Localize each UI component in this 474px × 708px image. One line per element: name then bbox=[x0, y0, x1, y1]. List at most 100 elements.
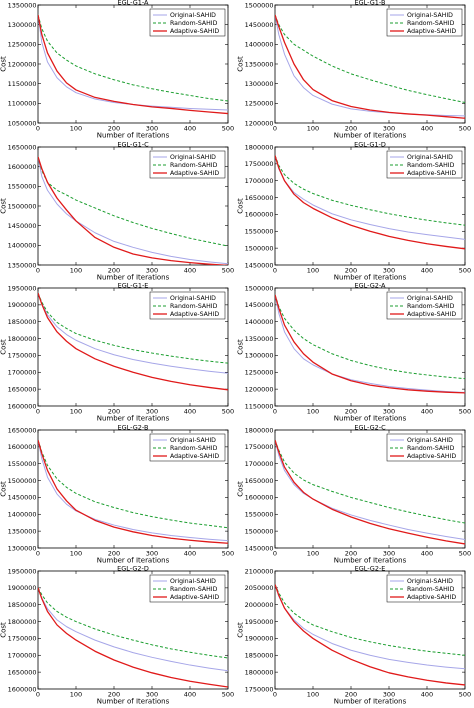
legend-label: Random-SAHID bbox=[407, 20, 455, 27]
y-tick-label: 1150000 bbox=[245, 402, 274, 410]
x-tick-label: 500 bbox=[222, 691, 234, 699]
x-tick-label: 0 bbox=[36, 549, 40, 557]
y-tick-label: 1750000 bbox=[245, 686, 274, 694]
y-tick-label: 1600000 bbox=[245, 210, 274, 218]
x-tick-label: 200 bbox=[108, 266, 120, 274]
x-tick-label: 100 bbox=[307, 408, 319, 416]
y-tick-label: 1900000 bbox=[8, 301, 37, 309]
chart-panel: 0 100 200 300 400 500 1150000 1200000 1250000 130… bbox=[237, 283, 474, 425]
y-tick-label: 1400000 bbox=[8, 510, 37, 518]
chart-panel: 0 100 200 300 400 500 1600000 1650000 1700000 175… bbox=[0, 283, 237, 425]
y-tick-label: 1350000 bbox=[8, 261, 37, 269]
y-tick-label: 1050000 bbox=[8, 119, 37, 127]
x-tick-label: 400 bbox=[421, 124, 433, 132]
chart-title: EGL-G2-D bbox=[117, 566, 149, 572]
chart-svg: 0 100 200 300 400 500 1200000 1250000 1300000 135… bbox=[237, 0, 471, 139]
y-axis-label: Cost bbox=[237, 339, 245, 355]
x-tick-label: 500 bbox=[459, 124, 471, 132]
x-tick-label: 200 bbox=[108, 124, 120, 132]
chart-svg: 0 100 200 300 400 500 1450000 1500000 1550000 160… bbox=[237, 142, 471, 281]
legend-label: Adaptive-SAHID bbox=[170, 453, 219, 460]
legend-label: Adaptive-SAHID bbox=[407, 595, 456, 602]
y-tick-label: 2050000 bbox=[245, 585, 274, 593]
y-tick-label: 1650000 bbox=[8, 426, 37, 434]
y-tick-label: 1650000 bbox=[8, 386, 37, 394]
chart-panel: 0 100 200 300 400 500 1200000 1250000 1300000 135… bbox=[237, 0, 474, 142]
plot-frame bbox=[37, 429, 229, 549]
y-tick-label: 1350000 bbox=[8, 1, 37, 9]
chart-panel: 0 100 200 300 400 500 1350000 1400000 1450000 150… bbox=[0, 142, 237, 284]
series-line-adaptive-sahid bbox=[38, 14, 228, 115]
y-tick-label: 1600000 bbox=[245, 494, 274, 502]
legend-label: Random-SAHID bbox=[407, 587, 455, 594]
x-tick-label: 300 bbox=[383, 408, 395, 416]
x-tick-label: 300 bbox=[146, 549, 158, 557]
series-line-adaptive-sahid bbox=[38, 439, 228, 544]
series-line-original-sahid bbox=[38, 588, 228, 672]
y-tick-label: 1950000 bbox=[8, 568, 37, 576]
x-tick-label: 500 bbox=[459, 408, 471, 416]
y-tick-label: 1800000 bbox=[245, 426, 274, 434]
series-line-random-sahid bbox=[38, 588, 228, 659]
legend-label: Original-SAHID bbox=[407, 579, 453, 586]
x-tick-label: 400 bbox=[184, 408, 196, 416]
series-line-adaptive-sahid bbox=[38, 156, 228, 265]
y-axis-label: Cost bbox=[237, 198, 245, 214]
legend-label: Original-SAHID bbox=[170, 295, 216, 302]
y-tick-label: 1800000 bbox=[8, 618, 37, 626]
chart-title: EGL-G2-A bbox=[355, 283, 387, 289]
y-tick-label: 1400000 bbox=[245, 41, 274, 49]
x-tick-label: 400 bbox=[421, 266, 433, 274]
y-tick-label: 1600000 bbox=[8, 402, 37, 410]
y-tick-label: 1750000 bbox=[245, 443, 274, 451]
x-tick-label: 0 bbox=[273, 124, 277, 132]
x-axis-label: Number of Iterations bbox=[334, 556, 407, 564]
y-tick-label: 1150000 bbox=[8, 80, 37, 88]
x-tick-label: 100 bbox=[307, 549, 319, 557]
y-tick-label: 1550000 bbox=[8, 182, 37, 190]
y-tick-label: 1800000 bbox=[245, 669, 274, 677]
chart-panel: 0 100 200 300 400 500 1600000 1650000 1700000 175… bbox=[0, 566, 237, 708]
x-tick-label: 400 bbox=[421, 549, 433, 557]
y-tick-label: 1850000 bbox=[8, 318, 37, 326]
chart-svg: 0 100 200 300 400 500 1300000 1350000 1400000 145… bbox=[0, 425, 234, 564]
chart-svg: 0 100 200 300 400 500 1600000 1650000 1700000 175… bbox=[0, 283, 234, 422]
series-line-random-sahid bbox=[38, 293, 228, 364]
legend-label: Adaptive-SAHID bbox=[407, 28, 456, 35]
y-tick-label: 1450000 bbox=[245, 21, 274, 29]
y-tick-label: 1300000 bbox=[8, 21, 37, 29]
legend-label: Original-SAHID bbox=[407, 437, 453, 444]
y-axis-label: Cost bbox=[237, 56, 245, 72]
y-tick-label: 1650000 bbox=[245, 193, 274, 201]
y-tick-label: 1300000 bbox=[245, 352, 274, 360]
chart-title: EGL-G1-C bbox=[117, 142, 149, 148]
x-tick-label: 500 bbox=[459, 549, 471, 557]
chart-panel: 0 100 200 300 400 500 1300000 1350000 1400000 145… bbox=[0, 425, 237, 567]
x-tick-label: 200 bbox=[108, 549, 120, 557]
x-tick-label: 0 bbox=[273, 266, 277, 274]
x-tick-label: 500 bbox=[459, 266, 471, 274]
legend-label: Random-SAHID bbox=[170, 20, 218, 27]
y-tick-label: 1500000 bbox=[245, 1, 274, 9]
chart-svg: 0 100 200 300 400 500 1050000 1100000 1150000 120… bbox=[0, 0, 234, 139]
y-tick-label: 1600000 bbox=[8, 443, 37, 451]
y-tick-label: 1200000 bbox=[245, 386, 274, 394]
chart-svg: 0 100 200 300 400 500 1350000 1400000 1450000 150… bbox=[0, 142, 234, 281]
legend-label: Random-SAHID bbox=[407, 303, 455, 310]
chart-title: EGL-G1-E bbox=[118, 283, 149, 289]
x-tick-label: 400 bbox=[421, 691, 433, 699]
y-tick-label: 1350000 bbox=[245, 335, 274, 343]
series-line-adaptive-sahid bbox=[275, 439, 465, 545]
y-tick-label: 1350000 bbox=[8, 527, 37, 535]
x-tick-label: 400 bbox=[184, 549, 196, 557]
legend-label: Original-SAHID bbox=[170, 154, 216, 161]
x-tick-label: 200 bbox=[108, 691, 120, 699]
x-tick-label: 300 bbox=[146, 266, 158, 274]
legend-label: Adaptive-SAHID bbox=[170, 170, 219, 177]
x-tick-label: 500 bbox=[222, 266, 234, 274]
legend-label: Adaptive-SAHID bbox=[407, 170, 456, 177]
series-line-random-sahid bbox=[275, 154, 465, 226]
chart-title: EGL-G2-B bbox=[118, 425, 149, 431]
series-line-original-sahid bbox=[275, 439, 465, 540]
